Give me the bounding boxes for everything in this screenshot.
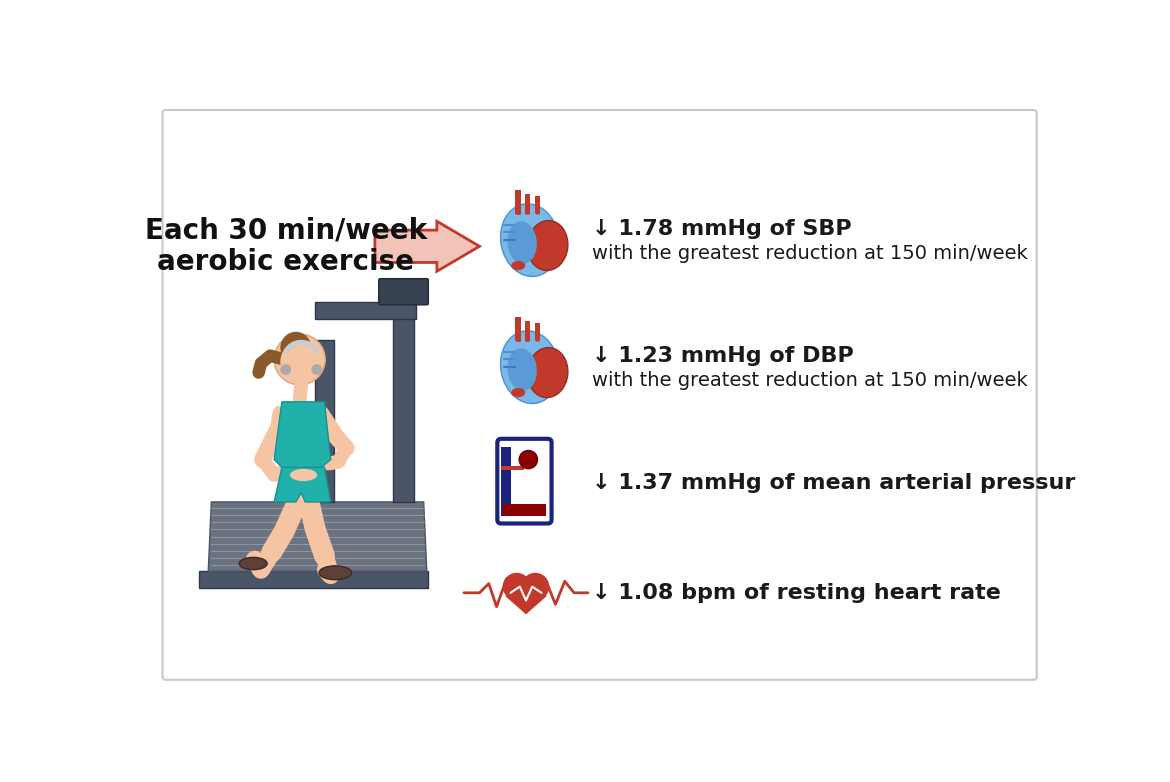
Bar xyxy=(315,340,333,502)
Bar xyxy=(536,196,539,213)
Ellipse shape xyxy=(528,221,567,271)
FancyBboxPatch shape xyxy=(163,110,1037,680)
Bar xyxy=(525,321,530,340)
Bar xyxy=(515,190,522,213)
Circle shape xyxy=(281,341,322,382)
Ellipse shape xyxy=(525,212,530,215)
Circle shape xyxy=(311,364,322,375)
Ellipse shape xyxy=(525,339,530,342)
Ellipse shape xyxy=(319,566,352,579)
Ellipse shape xyxy=(501,331,559,404)
Ellipse shape xyxy=(508,348,537,391)
Text: ↓ 1.78 mmHg of SBP: ↓ 1.78 mmHg of SBP xyxy=(592,219,852,239)
Text: aerobic exercise: aerobic exercise xyxy=(157,248,414,276)
Bar xyxy=(515,317,522,340)
Text: ↓ 1.08 bpm of resting heart rate: ↓ 1.08 bpm of resting heart rate xyxy=(592,583,1000,603)
Ellipse shape xyxy=(511,261,525,270)
Ellipse shape xyxy=(515,211,522,215)
Bar xyxy=(501,466,524,470)
Text: ↓ 1.23 mmHg of DBP: ↓ 1.23 mmHg of DBP xyxy=(592,346,854,366)
Polygon shape xyxy=(374,221,480,271)
Circle shape xyxy=(503,572,531,601)
Bar xyxy=(503,504,546,516)
Ellipse shape xyxy=(271,406,285,444)
Ellipse shape xyxy=(511,388,525,397)
Ellipse shape xyxy=(515,339,522,342)
Ellipse shape xyxy=(528,347,567,397)
Ellipse shape xyxy=(501,204,559,277)
Ellipse shape xyxy=(536,212,539,214)
Polygon shape xyxy=(505,596,546,615)
Ellipse shape xyxy=(281,332,311,364)
Bar xyxy=(393,302,414,502)
Circle shape xyxy=(274,334,325,385)
Circle shape xyxy=(281,364,291,375)
FancyBboxPatch shape xyxy=(379,278,428,305)
Ellipse shape xyxy=(536,339,539,342)
FancyBboxPatch shape xyxy=(497,439,551,523)
Circle shape xyxy=(519,450,538,469)
Text: with the greatest reduction at 150 min/week: with the greatest reduction at 150 min/w… xyxy=(592,371,1027,389)
Polygon shape xyxy=(208,502,427,571)
Polygon shape xyxy=(274,468,331,502)
Text: ↓ 1.37 mmHg of mean arterial pressur: ↓ 1.37 mmHg of mean arterial pressur xyxy=(592,472,1075,493)
Ellipse shape xyxy=(239,558,267,570)
Text: Each 30 min/week: Each 30 min/week xyxy=(145,217,427,245)
Bar xyxy=(315,302,417,319)
Ellipse shape xyxy=(290,469,317,481)
Polygon shape xyxy=(274,402,331,471)
Bar xyxy=(525,194,530,213)
Bar xyxy=(501,447,510,516)
Ellipse shape xyxy=(508,221,537,264)
Bar xyxy=(536,323,539,340)
Bar xyxy=(199,571,427,588)
Text: with the greatest reduction at 150 min/week: with the greatest reduction at 150 min/w… xyxy=(592,244,1027,263)
Circle shape xyxy=(522,572,549,601)
